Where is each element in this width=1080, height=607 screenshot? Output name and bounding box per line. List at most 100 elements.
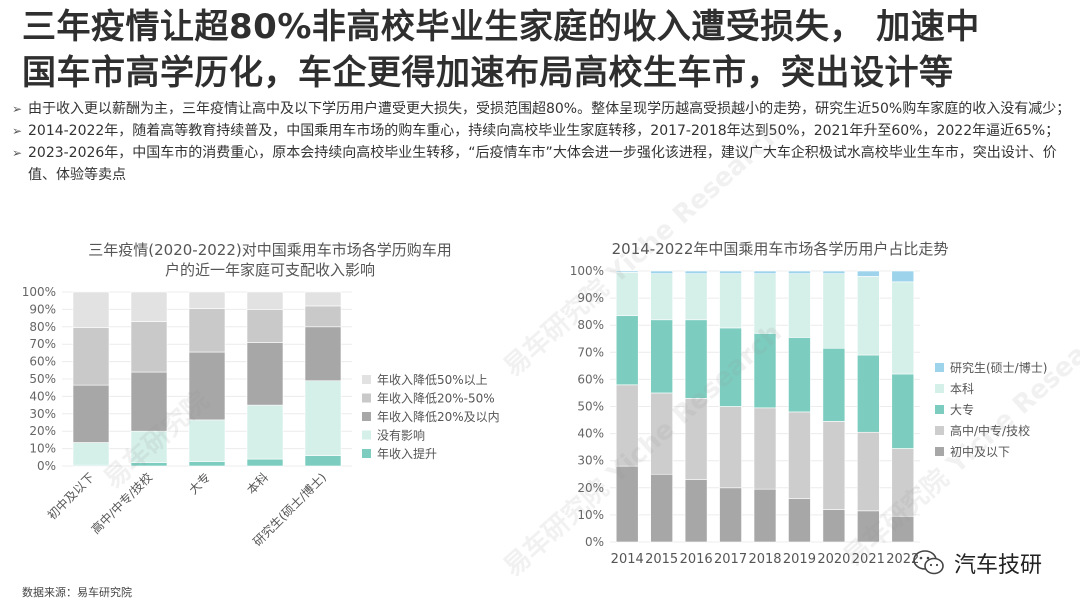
x-tick-label: 2017: [714, 552, 747, 567]
bar-segment: [684, 273, 708, 321]
bullet-text: 2023-2026年，中国车市的消费重心，原本会持续向高校毕业生转移，“后疫情车…: [28, 145, 1057, 183]
legend-swatch: [362, 375, 371, 384]
y-tick-label: 0%: [585, 535, 604, 549]
x-tick-label: 2020: [817, 552, 850, 567]
x-tick-label: 2015: [645, 552, 678, 567]
legend-swatch: [935, 447, 944, 456]
right-stacked-bar-chart: 0%10%20%30%40%50%60%70%80%90%100%2014 201…: [570, 264, 1048, 567]
x-tick-label: 2019: [783, 552, 816, 567]
bar-segment: [719, 273, 742, 329]
bar-segment: [130, 291, 168, 322]
bar-segment: [719, 406, 742, 489]
bar-segment: [304, 455, 342, 467]
bar-segment: [304, 305, 342, 328]
bullet-item: ➢ 2023-2026年，中国车市的消费重心，原本会持续向高校毕业生转移，“后疫…: [12, 142, 1072, 186]
data-source-note: 数据来源：易车研究院: [22, 586, 132, 599]
bar-segment: [650, 392, 673, 475]
bar-segment: [788, 411, 811, 499]
bar-segment: [188, 351, 226, 421]
bar-segment: [615, 465, 639, 543]
bar-segment: [650, 319, 673, 394]
bar-segment: [650, 273, 673, 321]
bullet-text: 2014-2022年，随着高等教育持续普及，中国乘用车市场的购车重心，持续向高校…: [28, 123, 1060, 139]
legend-label: 高中/中专/技校: [950, 423, 1030, 438]
bar-segment: [246, 342, 284, 406]
bar-segment: [891, 270, 915, 283]
y-tick-label: 80%: [29, 320, 56, 334]
y-tick-label: 70%: [577, 345, 604, 359]
bar-segment: [891, 281, 915, 375]
bar-segment: [615, 384, 639, 467]
bar-segment: [130, 321, 168, 373]
legend-swatch: [935, 426, 944, 435]
legend-label: 初中及以下: [950, 444, 1010, 459]
bar-segment: [684, 398, 708, 480]
y-tick-label: 40%: [29, 389, 56, 403]
bar-segment: [891, 515, 915, 543]
bar-segment: [650, 270, 673, 275]
bar-segment: [857, 510, 880, 543]
bar-segment: [188, 419, 226, 462]
legend-label: 没有影响: [377, 428, 425, 443]
left-chart-title-line: 户的近一年家庭可支配收入影响: [164, 261, 375, 279]
bar-segment: [753, 333, 777, 409]
wechat-icon: [913, 550, 944, 575]
legend-label: 大专: [950, 402, 974, 417]
bar-segment: [891, 448, 915, 517]
bar-segment: [684, 319, 708, 399]
left-chart-title-line: 三年疫情(2020-2022)对中国乘用车市场各学历购车用: [88, 241, 452, 259]
x-tick-label: 初中及以下: [44, 470, 97, 523]
y-tick-label: 50%: [577, 400, 604, 414]
bar-segment: [891, 373, 915, 449]
bar-segment: [788, 270, 811, 275]
bar-segment: [615, 270, 639, 273]
x-tick-label: 2016: [680, 552, 713, 567]
bar-segment: [822, 509, 846, 543]
x-tick-label: 2014: [611, 552, 644, 567]
y-tick-label: 10%: [577, 508, 604, 522]
bar-segment: [857, 354, 880, 433]
y-tick-label: 100%: [22, 285, 56, 299]
bar-segment: [188, 461, 226, 467]
bar-segment: [304, 326, 342, 382]
bar-segment: [753, 273, 777, 334]
bar-segment: [246, 458, 284, 467]
legend-swatch: [362, 430, 371, 440]
bar-segment: [615, 315, 639, 386]
bar-segment: [72, 442, 110, 466]
bullet-item: ➢ 2014-2022年，随着高等教育持续普及，中国乘用车市场的购车重心，持续向…: [12, 120, 1072, 142]
y-tick-label: 90%: [29, 302, 56, 316]
x-tick-label: 2021: [852, 552, 885, 567]
bar-segment: [719, 487, 742, 543]
bullet-text: 由于收入更以薪酬为主，三年疫情让高中及以下学历用户遭受更大损失，受损范围超80%…: [28, 101, 1071, 117]
y-tick-label: 0%: [37, 459, 56, 473]
bar-segment: [130, 371, 168, 432]
arrow-bullet-icon: ➢: [12, 102, 23, 116]
left-stacked-bar-chart: 0% 10% 20% 30% 40% 50% 60% 70% 80% 90% 100% 初中及以下高中…: [22, 285, 500, 549]
y-tick-label: 10%: [29, 442, 56, 456]
y-tick-label: 40%: [577, 427, 604, 441]
bar-segment: [304, 380, 342, 456]
bar-segment: [788, 337, 811, 413]
bar-segment: [246, 291, 284, 310]
bar-segment: [304, 291, 342, 307]
legend-label: 年收入降低20%及以内: [377, 410, 500, 424]
bar-segment: [684, 479, 708, 543]
y-tick-label: 60%: [29, 355, 56, 369]
bar-segment: [72, 291, 110, 328]
arrow-bullet-icon: ➢: [12, 146, 23, 160]
x-tick-label: 高中/中专/技校: [88, 470, 155, 537]
legend-swatch: [362, 449, 371, 458]
arrow-bullet-icon: ➢: [12, 124, 23, 138]
legend-label: 研究生(硕士/博士): [950, 360, 1047, 375]
bar-segment: [719, 270, 742, 275]
legend-label: 年收入降低20%-50%: [377, 392, 495, 406]
bar-segment: [130, 462, 168, 467]
brand-badge: 汽车技研: [912, 547, 1042, 579]
bar-segment: [188, 308, 226, 353]
legend-swatch: [362, 412, 371, 421]
bar-segment: [130, 430, 168, 463]
legend-label: 年收入提升: [377, 446, 437, 461]
y-tick-label: 50%: [29, 372, 56, 386]
x-tick-label: 大专: [186, 470, 214, 498]
